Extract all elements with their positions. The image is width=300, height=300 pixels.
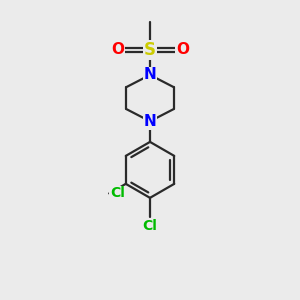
Text: O: O (176, 42, 189, 57)
Text: O: O (111, 42, 124, 57)
Text: Cl: Cl (110, 186, 125, 200)
Text: S: S (144, 41, 156, 59)
Text: Cl: Cl (142, 219, 158, 233)
Text: N: N (144, 68, 156, 82)
Text: N: N (144, 114, 156, 129)
